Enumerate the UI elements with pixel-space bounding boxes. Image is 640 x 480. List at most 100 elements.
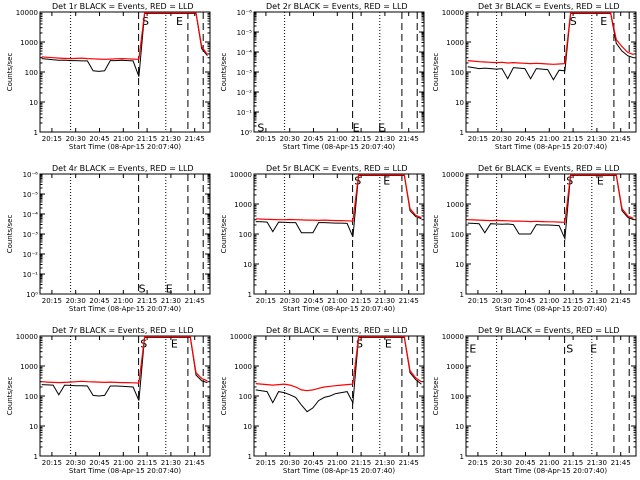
- x-tick-label: 21:00: [327, 135, 347, 143]
- y-axis-label: Counts/sec: [432, 377, 440, 416]
- x-tick-label: 21:00: [327, 459, 347, 467]
- x-tick-label: 20:15: [42, 297, 62, 305]
- panel-title: Det 8r BLACK = Events, RED = LLD: [266, 326, 408, 335]
- y-tick-label: 10⁻¹: [23, 271, 39, 279]
- x-tick-label: 21:15: [137, 297, 157, 305]
- x-tick-label: 21:30: [587, 297, 607, 305]
- y-tick-label: 10: [243, 423, 252, 431]
- series-line-events: [467, 12, 634, 81]
- panel-2: Det 2r BLACK = Events, RED = LLD 10⁰ 10⁻¹ 1…: [220, 2, 425, 151]
- panel-6: Det 6r BLACK = Events, RED = LLD 1 10 100 10…: [432, 164, 637, 313]
- event-marker-S: S: [257, 122, 264, 135]
- y-axis-label: Counts/sec: [220, 53, 228, 92]
- plot-frame: [253, 11, 425, 133]
- x-tick-label: 20:15: [468, 297, 488, 305]
- y-tick-label: 10: [29, 99, 38, 107]
- y-tick-label: 1000: [446, 201, 464, 209]
- x-tick-label: 21:15: [563, 297, 583, 305]
- y-tick-label: 10⁰: [26, 291, 38, 299]
- x-tick-label: 21:45: [399, 135, 419, 143]
- plot-frame: [465, 173, 637, 295]
- series-line-events: [41, 336, 208, 401]
- y-axis-label: Counts/sec: [220, 377, 228, 416]
- event-marker-E: E: [353, 122, 360, 135]
- x-tick-label: 20:15: [256, 135, 276, 143]
- y-tick-label: 10: [455, 99, 464, 107]
- panel-8: Det 8r BLACK = Events, RED = LLD 1 10 100 10…: [220, 326, 425, 475]
- y-tick-label: 1000: [20, 39, 38, 47]
- panel-title: Det 2r BLACK = Events, RED = LLD: [266, 2, 408, 11]
- y-axis-label: Counts/sec: [6, 377, 14, 416]
- series-line-lld: [41, 336, 208, 384]
- x-tick-label: 20:15: [256, 297, 276, 305]
- plot-frame: [39, 11, 211, 133]
- y-tick-label: 10⁻⁶: [23, 171, 39, 179]
- x-tick-label: 21:15: [351, 135, 371, 143]
- event-marker-S: S: [142, 15, 149, 28]
- x-tick-label: 21:15: [351, 297, 371, 305]
- panel-title: Det 9r BLACK = Events, RED = LLD: [478, 326, 620, 335]
- panel-5: Det 5r BLACK = Events, RED = LLD 1 10 100 10…: [220, 164, 425, 313]
- y-tick-label: 1: [34, 453, 38, 461]
- x-tick-label: 21:30: [161, 297, 181, 305]
- x-tick-label: 20:45: [89, 135, 109, 143]
- panel-4: Det 4r BLACK = Events, RED = LLD 10⁰ 10⁻¹ 1…: [6, 164, 211, 313]
- x-tick-label: 20:45: [303, 459, 323, 467]
- y-tick-label: 100: [451, 393, 464, 401]
- series-line-lld: [255, 336, 422, 392]
- y-tick-label: 10⁻³: [23, 231, 39, 239]
- x-tick-label: 21:30: [375, 459, 395, 467]
- x-tick-label: 21:30: [587, 135, 607, 143]
- x-tick-label: 20:15: [42, 135, 62, 143]
- y-tick-label: 1000: [234, 363, 252, 371]
- event-marker-E: E: [176, 15, 183, 28]
- x-tick-label: 21:00: [113, 297, 133, 305]
- panel-9: Det 9r BLACK = Events, RED = LLD 1 10 100 10…: [432, 326, 637, 475]
- y-tick-label: 100: [25, 393, 38, 401]
- y-tick-label: 100: [451, 69, 464, 77]
- x-tick-label: 21:00: [113, 135, 133, 143]
- x-tick-label: 21:30: [161, 459, 181, 467]
- event-marker-S: S: [356, 338, 363, 351]
- y-tick-label: 10: [455, 261, 464, 269]
- y-tick-label: 10⁰: [240, 129, 252, 137]
- x-tick-label: 20:30: [66, 135, 86, 143]
- event-marker-E: E: [469, 342, 476, 355]
- series-line-events: [255, 336, 422, 413]
- x-tick-label: 21:15: [351, 459, 371, 467]
- event-marker-E: E: [378, 122, 385, 135]
- y-tick-label: 100: [25, 69, 38, 77]
- panel-7: Det 7r BLACK = Events, RED = LLD 1 10 100 10…: [6, 326, 211, 475]
- x-axis-label: Start Time (08-Apr-15 20:07:40): [283, 305, 395, 313]
- x-tick-label: 21:45: [611, 459, 631, 467]
- y-tick-label: 10000: [16, 333, 38, 341]
- y-tick-label: 1: [460, 291, 464, 299]
- event-marker-E: E: [600, 15, 607, 28]
- x-axis-label: Start Time (08-Apr-15 20:07:40): [495, 305, 607, 313]
- x-tick-label: 20:30: [66, 297, 86, 305]
- y-axis-label: Counts/sec: [220, 215, 228, 254]
- plot-frame: [253, 335, 425, 457]
- plot-frame: [465, 11, 637, 133]
- y-axis-label: Counts/sec: [432, 53, 440, 92]
- panel-title: Det 5r BLACK = Events, RED = LLD: [266, 164, 408, 173]
- y-tick-label: 1000: [446, 39, 464, 47]
- x-tick-label: 20:15: [468, 135, 488, 143]
- plot-frame: [39, 173, 211, 295]
- x-tick-label: 20:30: [280, 297, 300, 305]
- y-tick-label: 10⁻²: [23, 251, 39, 259]
- y-tick-label: 10000: [16, 9, 38, 17]
- x-tick-label: 20:30: [492, 297, 512, 305]
- x-tick-label: 21:45: [611, 135, 631, 143]
- x-tick-label: 20:45: [515, 297, 535, 305]
- event-marker-E: E: [590, 342, 597, 355]
- panel-title: Det 1r BLACK = Events, RED = LLD: [52, 2, 194, 11]
- y-tick-label: 10000: [442, 9, 464, 17]
- x-tick-label: 21:15: [563, 459, 583, 467]
- y-tick-label: 1: [248, 453, 252, 461]
- plot-frame: [253, 173, 425, 295]
- x-tick-label: 21:00: [113, 459, 133, 467]
- y-axis-label: Counts/sec: [6, 53, 14, 92]
- y-tick-label: 10⁻¹: [237, 109, 253, 117]
